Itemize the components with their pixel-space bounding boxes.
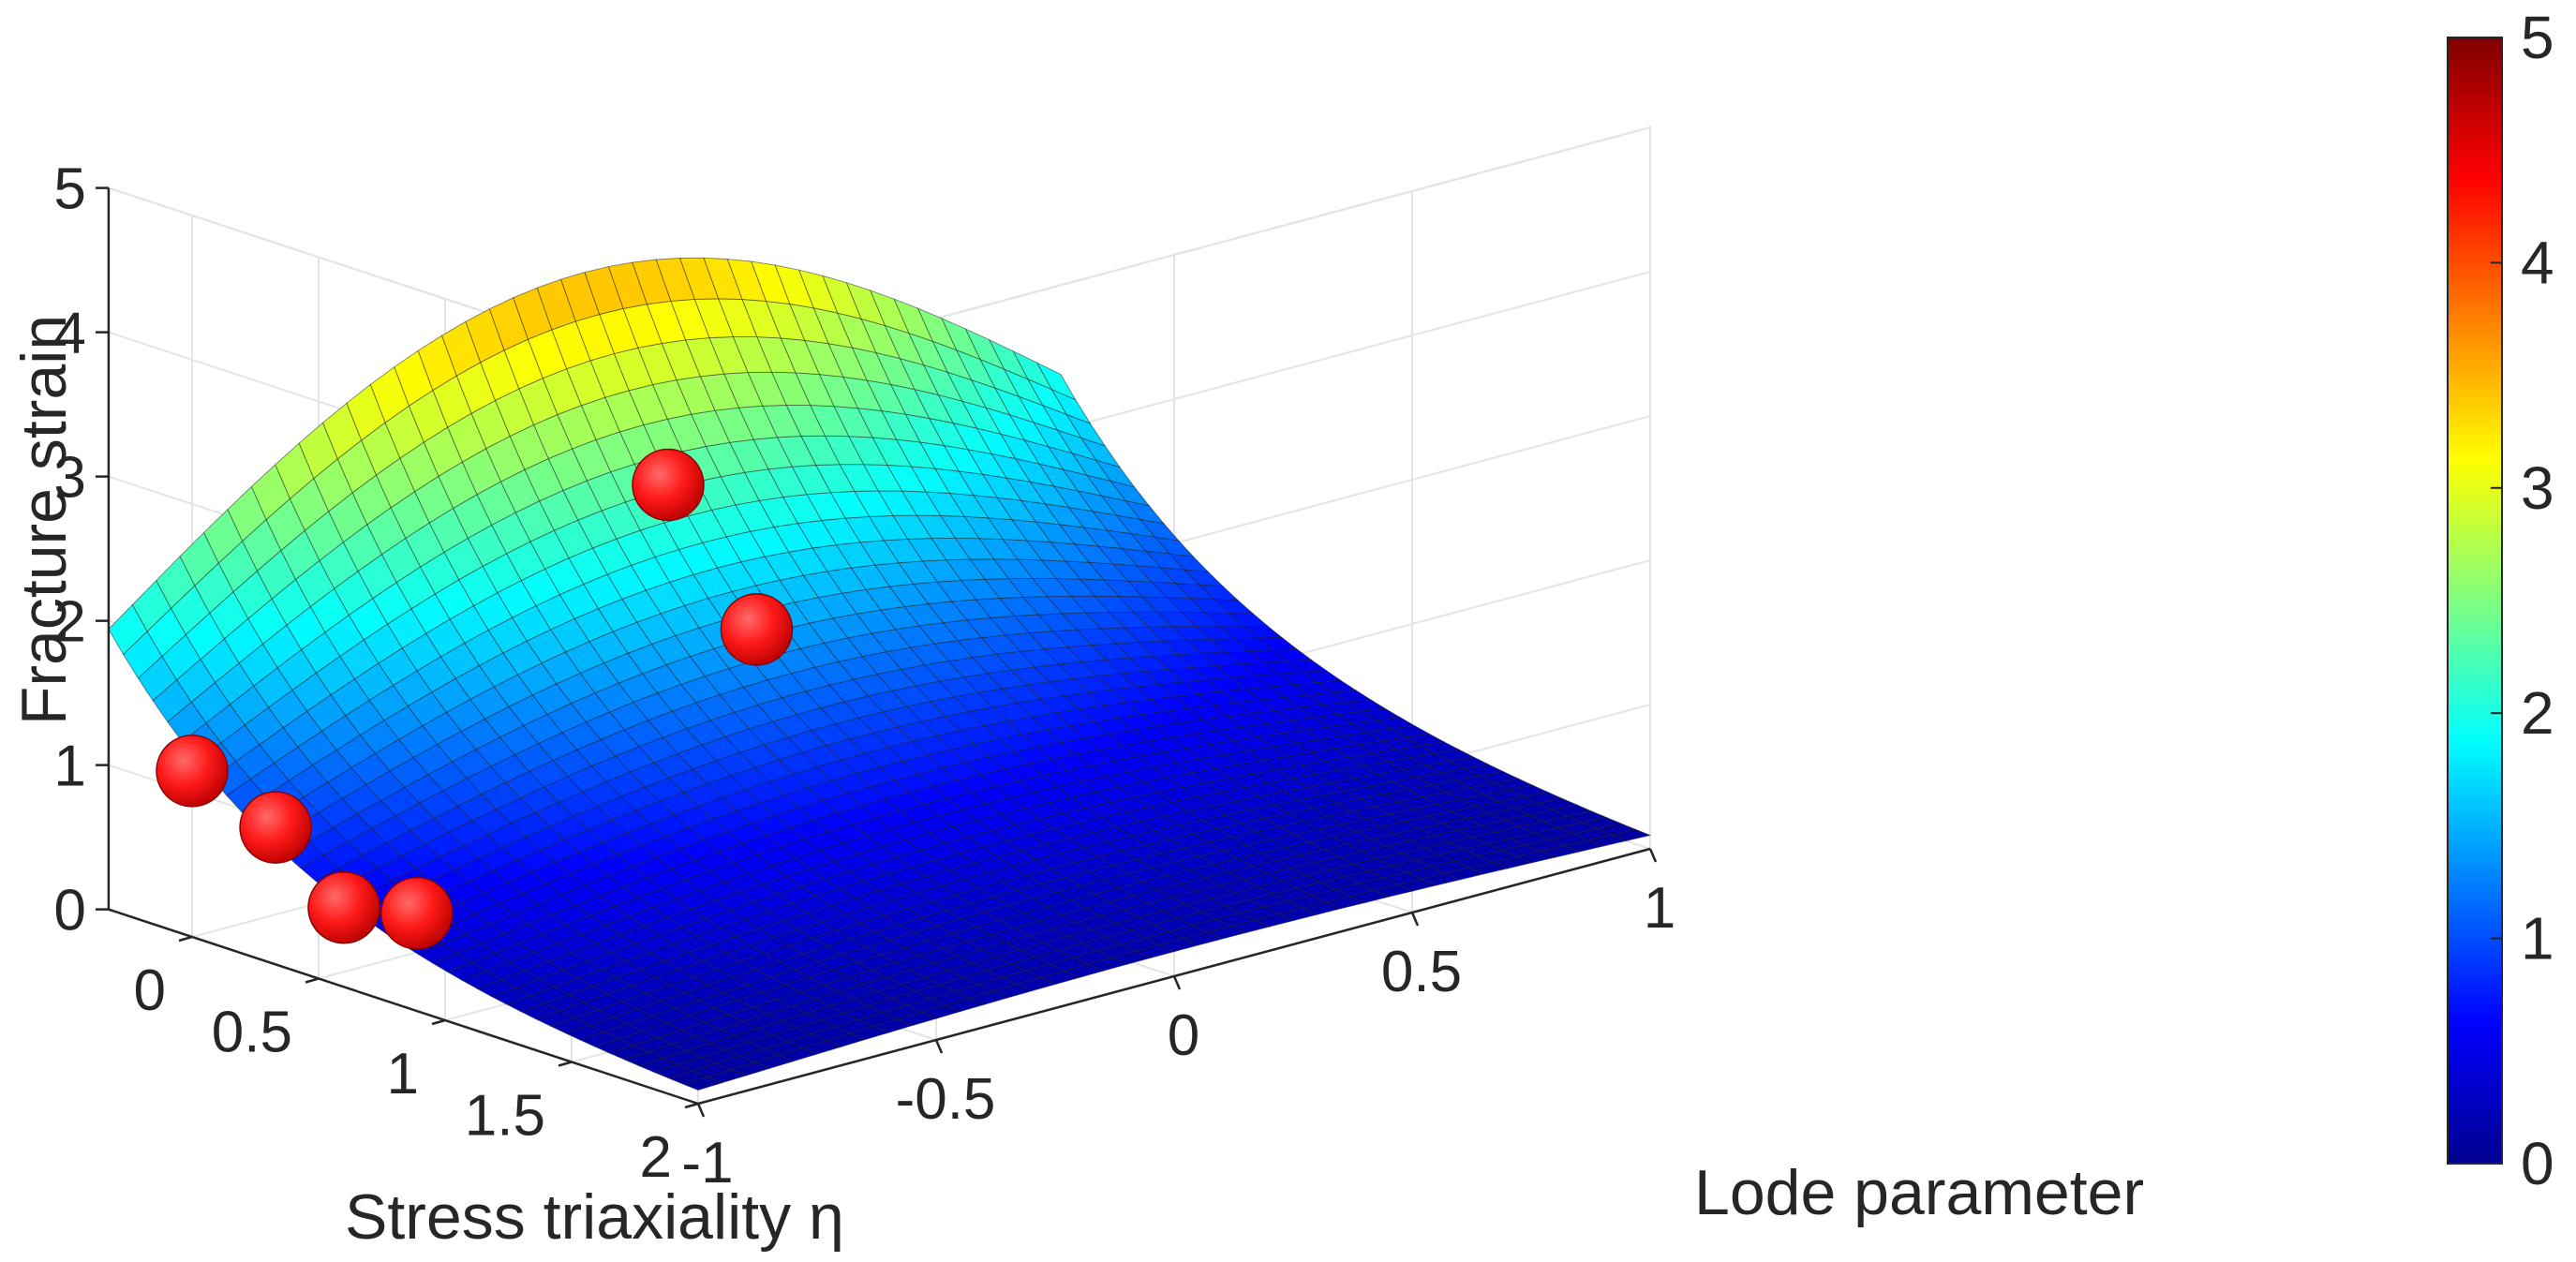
x-tick-label: 0 (134, 958, 166, 1023)
colorbar-tick-label: 2 (2521, 679, 2554, 747)
experimental-point-4 (380, 877, 454, 950)
colorbar-tick-label: 4 (2521, 229, 2554, 296)
colorbar: 0 1 2 3 4 5 (2447, 4, 2554, 1197)
y-tick-label: 1 (1644, 876, 1675, 941)
x-tick-label: 1.5 (465, 1084, 545, 1149)
experimental-point-2 (239, 791, 312, 864)
experimental-point-5 (632, 448, 705, 522)
colorbar-tick-label: 0 (2521, 1130, 2554, 1197)
z-tick-label: 4 (53, 302, 85, 366)
axis-titles: Fracture strain Stress triaxiality η Lod… (8, 315, 2144, 1253)
z-tick-label: 5 (53, 157, 85, 222)
colorbar-tick-label: 1 (2521, 905, 2554, 972)
x-axis-title: Stress triaxiality η (345, 1181, 844, 1253)
z-tick-label: 2 (53, 590, 85, 655)
y-axis-title: Lode parameter (1694, 1157, 2144, 1228)
colorbar-tick-label: 5 (2521, 4, 2554, 71)
y-tick-label: 0 (1168, 1003, 1199, 1068)
surface-patch (108, 603, 148, 656)
experimental-point-1 (156, 735, 229, 808)
z-tick-label: 3 (53, 446, 85, 511)
y-tick-label: -1 (681, 1131, 733, 1195)
x-tick-label: 0.5 (212, 1001, 292, 1065)
x-tick-label: 2 (640, 1125, 672, 1190)
x-tick-label: 1 (387, 1042, 419, 1106)
z-tick-label: 0 (53, 879, 85, 943)
z-axis-title: Fracture strain (8, 315, 80, 725)
experimental-points (156, 448, 794, 950)
experimental-point-6 (720, 593, 794, 666)
colorbar-gradient (2447, 37, 2503, 1165)
experimental-point-3 (307, 870, 380, 944)
z-tick-label: 1 (53, 735, 85, 799)
y-tick-label: 0.5 (1381, 940, 1462, 1004)
y-tick-label: -0.5 (896, 1067, 996, 1132)
x-axis-line (108, 908, 699, 1106)
colorbar-tick-label: 3 (2521, 454, 2554, 522)
